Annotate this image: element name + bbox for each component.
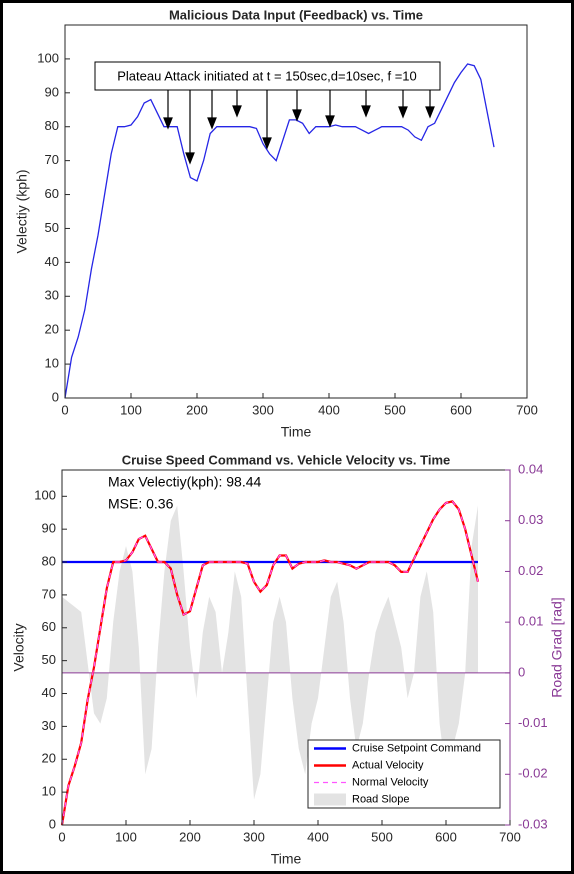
x-tick-label: 300 [252, 402, 274, 417]
annotation: Plateau Attack initiated at t = 150sec,d… [117, 68, 417, 83]
x-tick-label: 200 [186, 402, 208, 417]
y-tick-label: 50 [45, 220, 59, 235]
y2-tick-label: 0.01 [518, 614, 543, 629]
x-tick-label: 100 [120, 402, 142, 417]
x-tick-label: 400 [318, 402, 340, 417]
y2-tick-label: 0.04 [518, 461, 543, 476]
x-tick-label: 0 [58, 829, 65, 844]
x-axis-label: Time [281, 424, 312, 440]
x-tick-label: 200 [179, 829, 201, 844]
x-tick-label: 700 [516, 402, 538, 417]
chart: 0 100 200 300 400 500 600 700010203040506070809… [11, 7, 565, 867]
y-tick-label: 100 [34, 488, 56, 503]
y-tick-label: 90 [42, 521, 56, 536]
y2-tick-label: 0 [518, 664, 525, 679]
y-tick-label: 50 [42, 652, 56, 667]
y-tick-label: 20 [45, 322, 59, 337]
legend-swatch [314, 793, 346, 806]
x-tick-label: 0 [61, 402, 68, 417]
y-tick-label: 30 [45, 288, 59, 303]
x-tick-label: 100 [115, 829, 137, 844]
y2-tick-label: 0.03 [518, 512, 543, 527]
x-tick-label: 500 [371, 829, 393, 844]
x-axis-label: Time [271, 851, 302, 867]
annotation: MSE: 0.36 [108, 496, 174, 512]
annotation: Max Velectiy(kph): 98.44 [108, 474, 262, 490]
annotation-box [94, 61, 441, 91]
legend-label: Cruise Setpoint Command [352, 742, 481, 754]
y-tick-label: 40 [42, 685, 56, 700]
y-tick-label: 80 [45, 118, 59, 133]
x-tick-label: 600 [450, 402, 472, 417]
y-tick-label: 20 [42, 751, 56, 766]
y-tick-label: 10 [42, 784, 56, 799]
y2-axis-label: Road Grad [rad] [549, 597, 565, 697]
y-tick-label: 0 [52, 389, 59, 404]
x-tick-label: 400 [307, 829, 329, 844]
legend-label: Actual Velocity [352, 759, 424, 771]
x-tick-label: 700 [499, 829, 521, 844]
y2-tick-label: -0.01 [518, 715, 548, 730]
y2-tick-label: -0.03 [518, 816, 548, 831]
area [62, 505, 478, 800]
x-tick-label: 600 [435, 829, 457, 844]
y-tick-label: 90 [45, 84, 59, 99]
y-tick-label: 0 [49, 816, 56, 831]
y-axis-label: Velocity [11, 623, 27, 671]
y-tick-label: 60 [42, 619, 56, 634]
line [64, 63, 495, 399]
arrows [163, 90, 435, 165]
y-tick-label: 100 [37, 50, 59, 65]
x-tick-label: 500 [384, 402, 406, 417]
y-tick-label: 70 [42, 586, 56, 601]
y2-tick-label: 0.02 [518, 563, 543, 578]
legend-label: Normal Velocity [352, 776, 429, 788]
y-tick-label: 40 [45, 254, 59, 269]
y-tick-label: 80 [42, 553, 56, 568]
y-axis-label: Velectiy (kph) [14, 169, 30, 253]
x-tick-label: 300 [243, 829, 265, 844]
y-tick-label: 30 [42, 718, 56, 733]
line [61, 500, 479, 826]
y-tick-label: 60 [45, 186, 59, 201]
legend-label: Road Slope [352, 793, 410, 805]
y2-tick-label: -0.02 [518, 766, 548, 781]
chart-title: Malicious Data Input (Feedback) vs. Time [169, 7, 423, 22]
chart-title: Cruise Speed Command vs. Vehicle Velocit… [122, 452, 451, 467]
y-tick-label: 70 [45, 152, 59, 167]
y-tick-label: 10 [45, 356, 59, 371]
axes-box [64, 24, 528, 399]
